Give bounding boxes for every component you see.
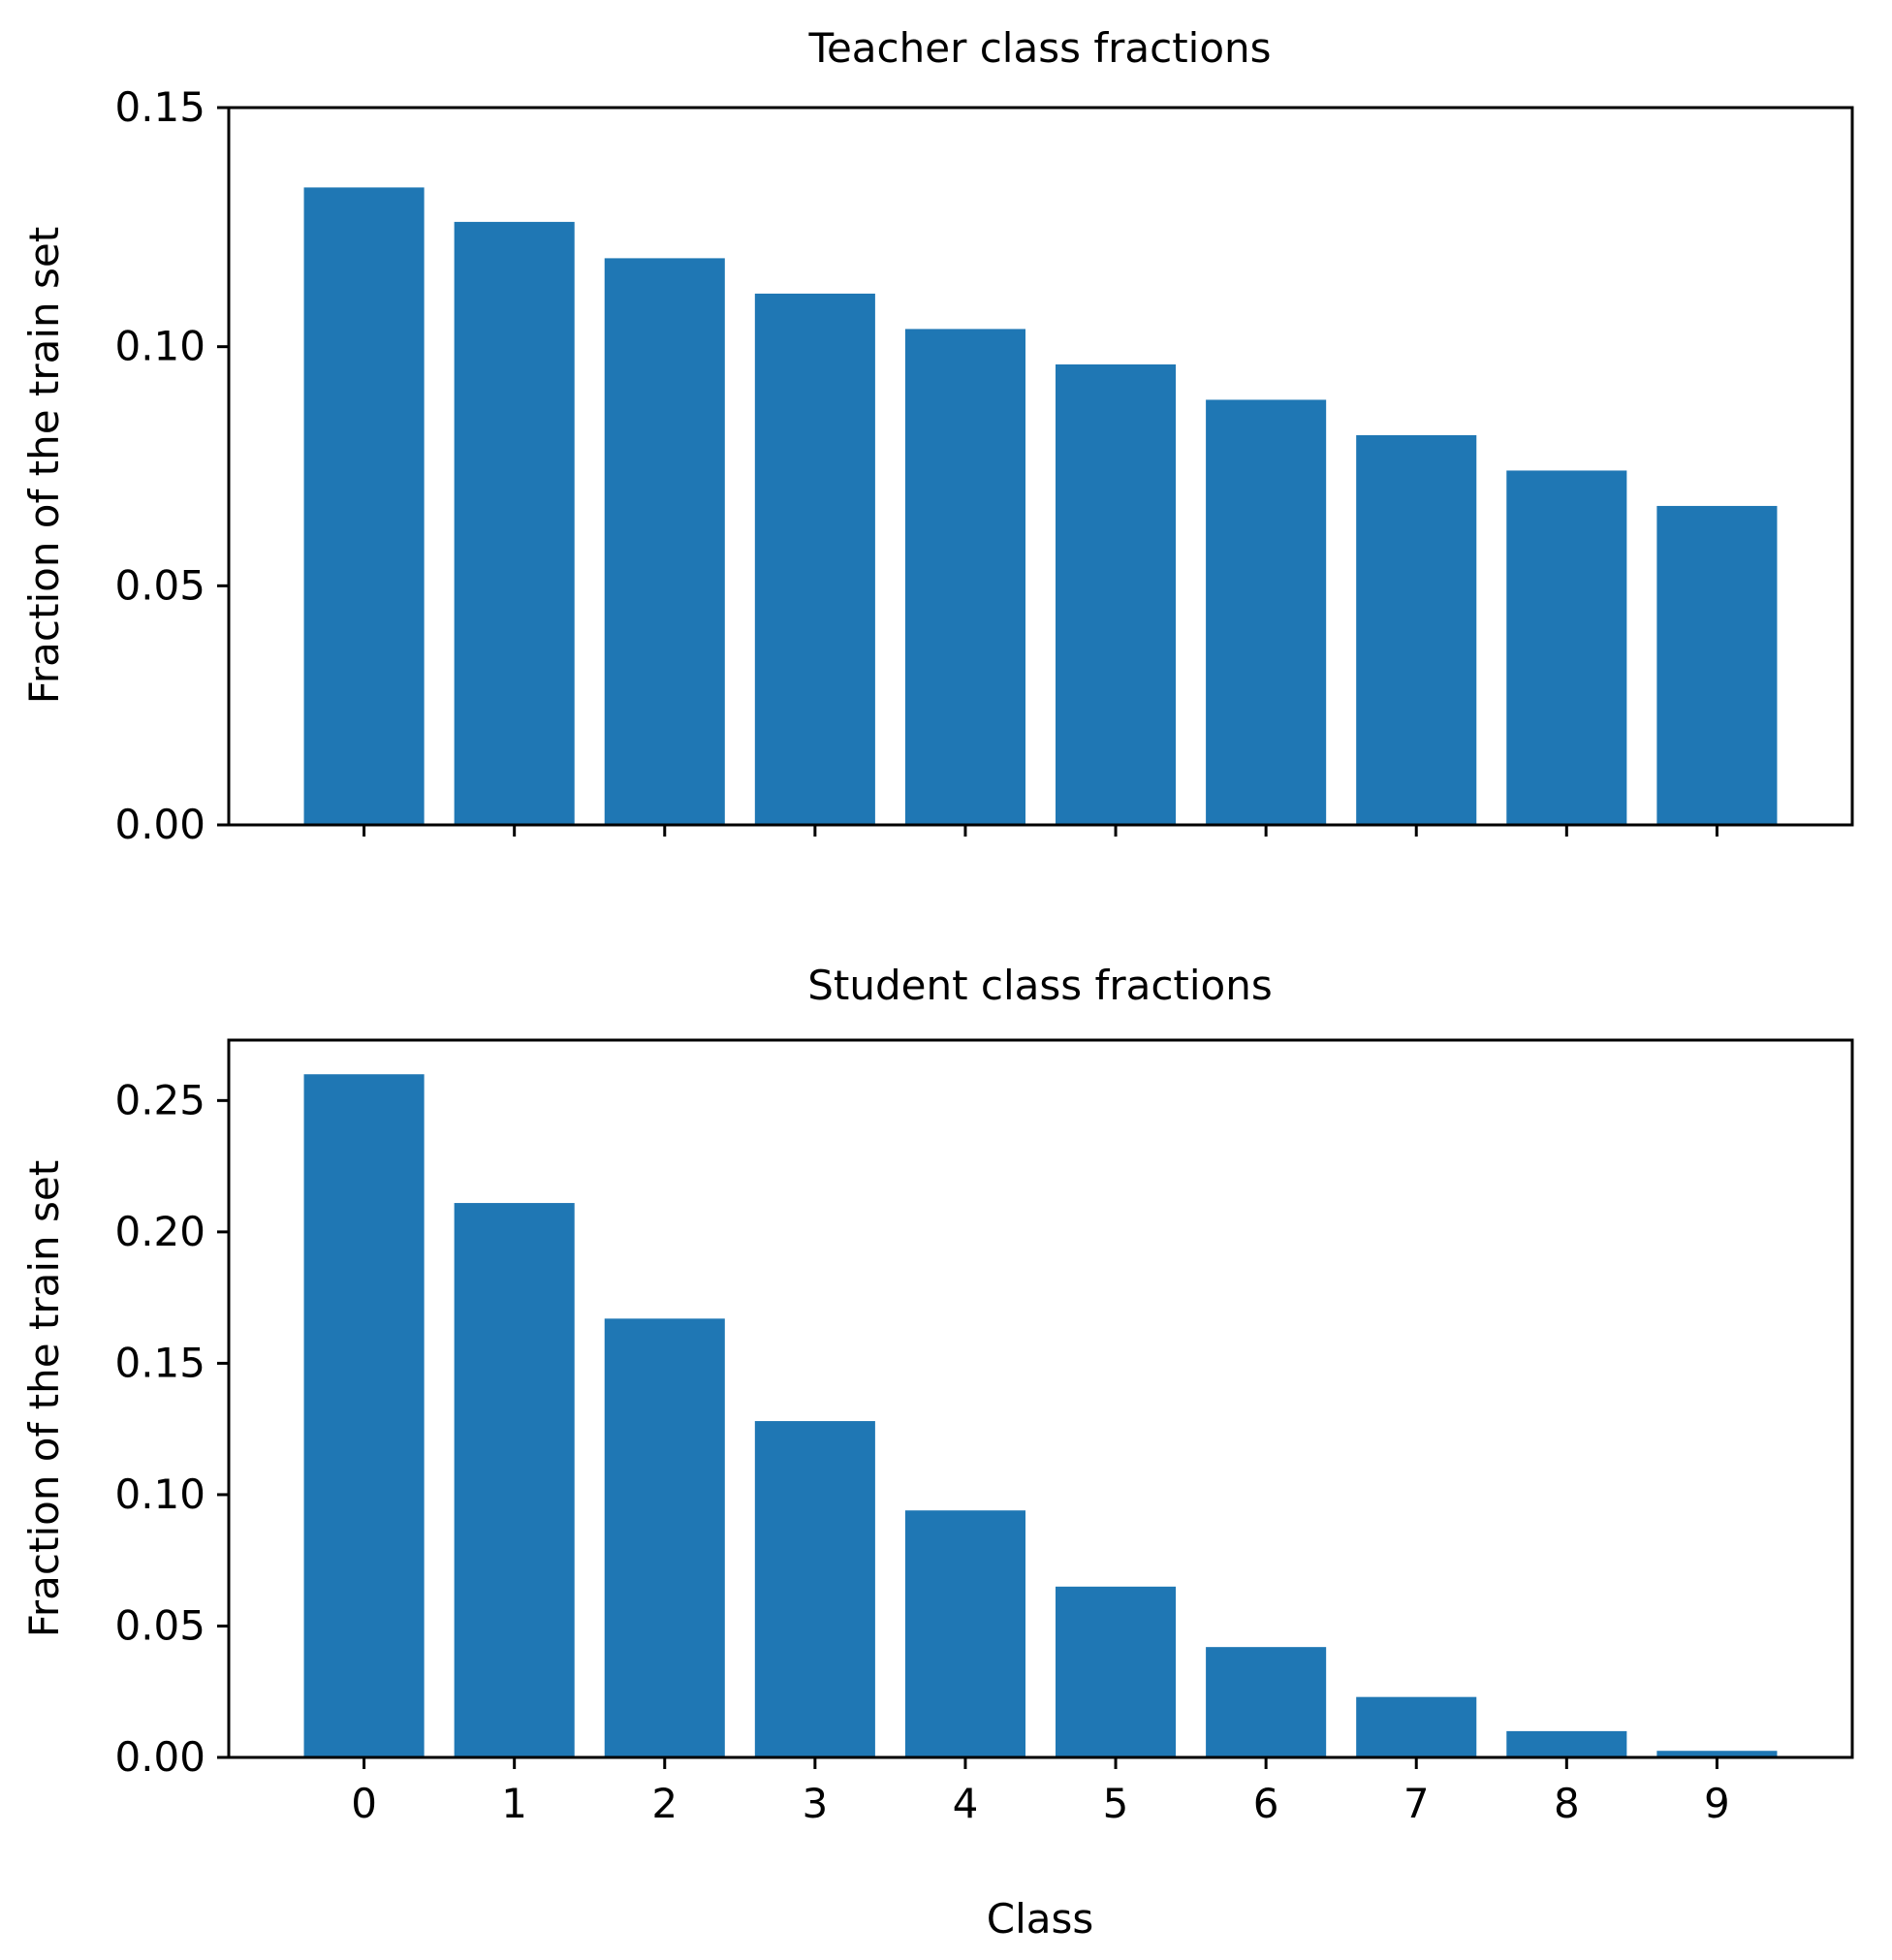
- student-x-axis: 0 1 2 3 4 5 6 7 8 9: [351, 1757, 1730, 1827]
- x-tick-label: 7: [1403, 1780, 1430, 1827]
- student-y-axis: 0.00 0.05 0.10 0.15 0.20 0.25: [114, 1076, 229, 1781]
- bar-class-9: [1656, 1751, 1778, 1757]
- bar-class-0: [303, 187, 425, 826]
- x-tick-label: 9: [1704, 1780, 1730, 1827]
- bar-class-2: [604, 258, 725, 825]
- teacher-x-axis: [363, 825, 1719, 837]
- bar-class-7: [1356, 1696, 1477, 1757]
- bar-class-4: [904, 329, 1025, 825]
- bar-class-6: [1206, 399, 1327, 825]
- teacher-bars: [303, 187, 1778, 826]
- bar-class-0: [303, 1074, 425, 1757]
- teacher-y-axis: 0.00 0.05 0.10 0.15: [114, 83, 229, 848]
- student-panel: Student class fractions Fraction of the …: [20, 962, 1854, 1943]
- y-tick-label: 0.20: [114, 1208, 205, 1255]
- y-tick-label: 0.10: [114, 1470, 205, 1518]
- student-axes-frame: [227, 1038, 1854, 1759]
- bar-class-5: [1056, 364, 1177, 825]
- bar-class-8: [1506, 470, 1627, 825]
- bar-class-5: [1056, 1586, 1177, 1757]
- bar-class-2: [604, 1318, 725, 1757]
- y-tick-label: 0.05: [114, 1601, 205, 1649]
- teacher-axes-frame: [227, 106, 1854, 827]
- y-tick-label: 0.10: [114, 323, 205, 370]
- x-tick-label: 8: [1554, 1780, 1580, 1827]
- bar-class-6: [1206, 1647, 1327, 1757]
- x-tick-label: 2: [651, 1780, 678, 1827]
- y-tick-label: 0.25: [114, 1076, 205, 1123]
- teacher-title: Teacher class fractions: [807, 24, 1271, 72]
- bar-class-4: [904, 1510, 1025, 1757]
- x-tick-label: 5: [1103, 1780, 1129, 1827]
- teacher-panel: Teacher class fractions Fraction of the …: [20, 24, 1854, 848]
- bar-class-9: [1656, 505, 1778, 825]
- bar-class-8: [1506, 1730, 1627, 1757]
- student-ylabel: Fraction of the train set: [20, 1160, 68, 1637]
- student-title: Student class fractions: [807, 962, 1273, 1009]
- bar-class-1: [454, 1203, 575, 1757]
- bar-class-3: [754, 293, 875, 825]
- teacher-ylabel: Fraction of the train set: [20, 227, 68, 704]
- x-tick-label: 0: [351, 1780, 377, 1827]
- x-tick-label: 3: [802, 1780, 828, 1827]
- y-tick-label: 0.15: [114, 83, 205, 131]
- y-tick-label: 0.00: [114, 1733, 205, 1781]
- y-tick-label: 0.05: [114, 561, 205, 609]
- y-tick-label: 0.00: [114, 801, 205, 848]
- bar-class-7: [1356, 434, 1477, 825]
- x-tick-label: 1: [501, 1780, 527, 1827]
- bar-class-3: [754, 1421, 875, 1757]
- bar-class-1: [454, 221, 575, 825]
- y-tick-label: 0.15: [114, 1339, 205, 1386]
- student-bars: [303, 1074, 1778, 1757]
- student-xlabel: Class: [987, 1895, 1094, 1943]
- x-tick-label: 6: [1253, 1780, 1279, 1827]
- x-tick-label: 4: [953, 1780, 979, 1827]
